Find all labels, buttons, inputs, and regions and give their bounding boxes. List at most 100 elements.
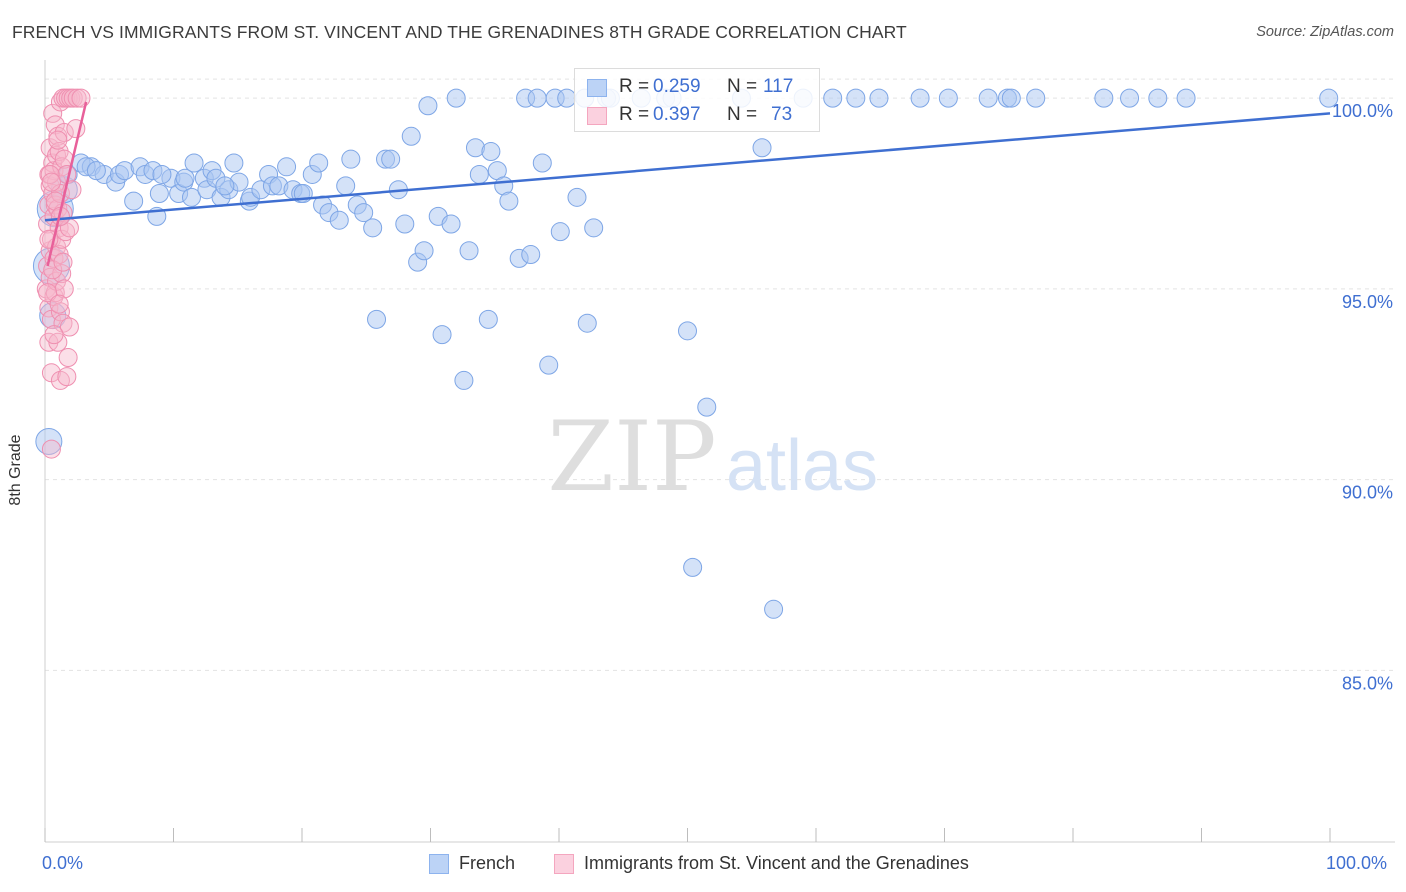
data-point-french [215, 176, 235, 196]
data-point-french [978, 88, 998, 108]
axes [44, 60, 1395, 843]
data-point-svg [71, 88, 91, 108]
n-label: N = [727, 104, 758, 125]
stats-row-svg: R = 0.397 N = 73 [575, 101, 819, 129]
data-point-french [678, 321, 697, 341]
data-point-french [86, 161, 106, 181]
data-point-french [152, 164, 172, 184]
data-point-french [124, 191, 144, 211]
data-point-svg [45, 191, 65, 211]
y-tick-label: 100.0% [1332, 101, 1393, 121]
data-point-french [446, 88, 466, 108]
data-point-french [363, 218, 383, 238]
data-point-french [499, 191, 519, 211]
data-point-french [329, 210, 349, 230]
data-point-french [764, 599, 784, 619]
data-point-french [341, 149, 361, 169]
x-tick-label-max: 100.0% [1326, 853, 1388, 873]
r-value: 0.397 [653, 104, 701, 125]
data-point-french [441, 214, 461, 234]
data-point-french [1176, 88, 1196, 108]
data-point-french [527, 88, 547, 108]
data-point-french [1120, 88, 1140, 108]
watermark-zip: ZIP [547, 401, 716, 513]
y-tick-label: 85.0% [1342, 673, 1393, 693]
data-point-french [395, 214, 415, 234]
legend-label-french: French [459, 853, 516, 873]
data-point-french [910, 88, 930, 108]
data-point-svg [41, 439, 61, 459]
data-point-svg [47, 172, 67, 192]
data-point-french [354, 203, 374, 223]
trend-line-french [44, 112, 1331, 222]
data-point-svg [49, 294, 69, 314]
data-point-french [1148, 88, 1168, 108]
source-credit: Source: ZipAtlas.com [1256, 24, 1394, 40]
x-tick-label-min: 0.0% [42, 853, 84, 873]
series-french [32, 88, 1339, 619]
data-point-svg [44, 325, 64, 345]
data-point-svg [38, 283, 58, 303]
data-point-french [1319, 88, 1339, 108]
data-point-french [752, 138, 772, 158]
data-point-french [846, 88, 866, 108]
n-value: 73 [771, 104, 793, 125]
legend: French Immigrants from St. Vincent and t… [0, 852, 1406, 878]
data-point-french [521, 245, 541, 265]
data-point-svg [41, 172, 61, 192]
data-point-french [550, 222, 570, 242]
n-label: N = [727, 76, 758, 97]
data-point-svg [50, 302, 70, 322]
data-point-french [577, 313, 597, 333]
data-point-french [149, 184, 169, 204]
legend-label-svg: Immigrants from St. Vincent and the Gren… [584, 853, 969, 873]
data-point-french [481, 142, 501, 162]
watermark: ZIP atlas [547, 401, 878, 513]
data-point-french [181, 187, 201, 207]
data-point-french [938, 88, 958, 108]
data-point-svg [40, 164, 60, 184]
trend-lines [44, 101, 1331, 267]
data-point-french [367, 309, 387, 329]
data-point-svg [53, 252, 73, 272]
data-point-french [1001, 88, 1021, 108]
data-point-french [381, 149, 401, 169]
data-point-french [175, 168, 195, 188]
series-svg [36, 88, 91, 459]
data-point-svg [58, 348, 78, 368]
data-point-french [459, 241, 479, 261]
data-point-french [414, 241, 434, 261]
data-point-french [1026, 88, 1046, 108]
y-axis-label: 8th Grade [7, 434, 24, 506]
stats-row-french: R = 0.259 N = 117 [575, 73, 819, 101]
legend-swatch-svg [554, 854, 574, 874]
data-point-french [478, 309, 498, 329]
data-point-french [224, 153, 244, 173]
data-point-french [418, 96, 438, 116]
data-point-french [532, 153, 552, 173]
y-tick-labels: 85.0% 90.0% 95.0% 100.0% [1332, 101, 1393, 693]
data-point-french [469, 164, 489, 184]
data-point-french [539, 355, 559, 375]
data-point-french [823, 88, 843, 108]
data-point-french [309, 153, 329, 173]
data-point-svg [48, 130, 68, 150]
stats-swatch-french [587, 79, 607, 97]
stats-swatch-svg [587, 107, 607, 125]
trend-line-svg [46, 101, 88, 267]
data-point-french [1094, 88, 1114, 108]
legend-swatch-french [429, 854, 449, 874]
chart-title: FRENCH VS IMMIGRANTS FROM ST. VINCENT AN… [12, 22, 907, 42]
stats-box: R = 0.259 N = 117 R = 0.397 N = 73 [574, 68, 820, 132]
data-point-french [336, 176, 356, 196]
grid-lines [45, 78, 1395, 671]
y-tick-label: 90.0% [1342, 483, 1393, 503]
data-point-french [869, 88, 889, 108]
n-value: 117 [763, 76, 794, 97]
data-point-french [557, 88, 577, 108]
data-point-svg [57, 367, 77, 387]
data-point-svg [54, 122, 74, 142]
data-point-french [401, 126, 421, 146]
data-point-french [683, 557, 703, 577]
